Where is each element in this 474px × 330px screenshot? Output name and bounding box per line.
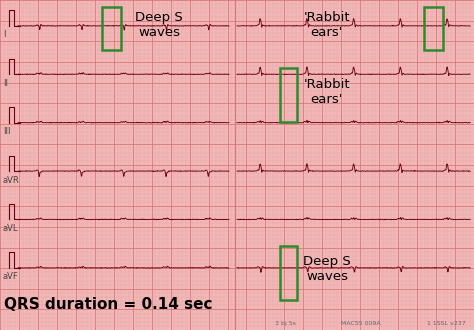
- Bar: [280, 246, 297, 300]
- Text: aVF: aVF: [3, 272, 18, 281]
- Bar: [102, 7, 121, 50]
- Text: QRS duration = 0.14 sec: QRS duration = 0.14 sec: [4, 297, 212, 312]
- Text: 3 bj 5s: 3 bj 5s: [275, 321, 296, 326]
- Text: aVR: aVR: [3, 176, 19, 184]
- Bar: [280, 68, 297, 122]
- Text: aVL: aVL: [3, 224, 18, 233]
- Text: Deep S
waves: Deep S waves: [135, 11, 183, 39]
- Text: III: III: [3, 127, 10, 136]
- Text: MAC55 009A: MAC55 009A: [341, 321, 381, 326]
- Text: 'Rabbit
ears': 'Rabbit ears': [303, 11, 350, 39]
- Text: Deep S
waves: Deep S waves: [303, 255, 351, 283]
- Text: I: I: [3, 30, 5, 39]
- Bar: [424, 7, 443, 50]
- Text: II: II: [3, 79, 8, 88]
- Text: 'Rabbit
ears': 'Rabbit ears': [303, 79, 350, 106]
- Text: 1 1SSL v237: 1 1SSL v237: [427, 321, 465, 326]
